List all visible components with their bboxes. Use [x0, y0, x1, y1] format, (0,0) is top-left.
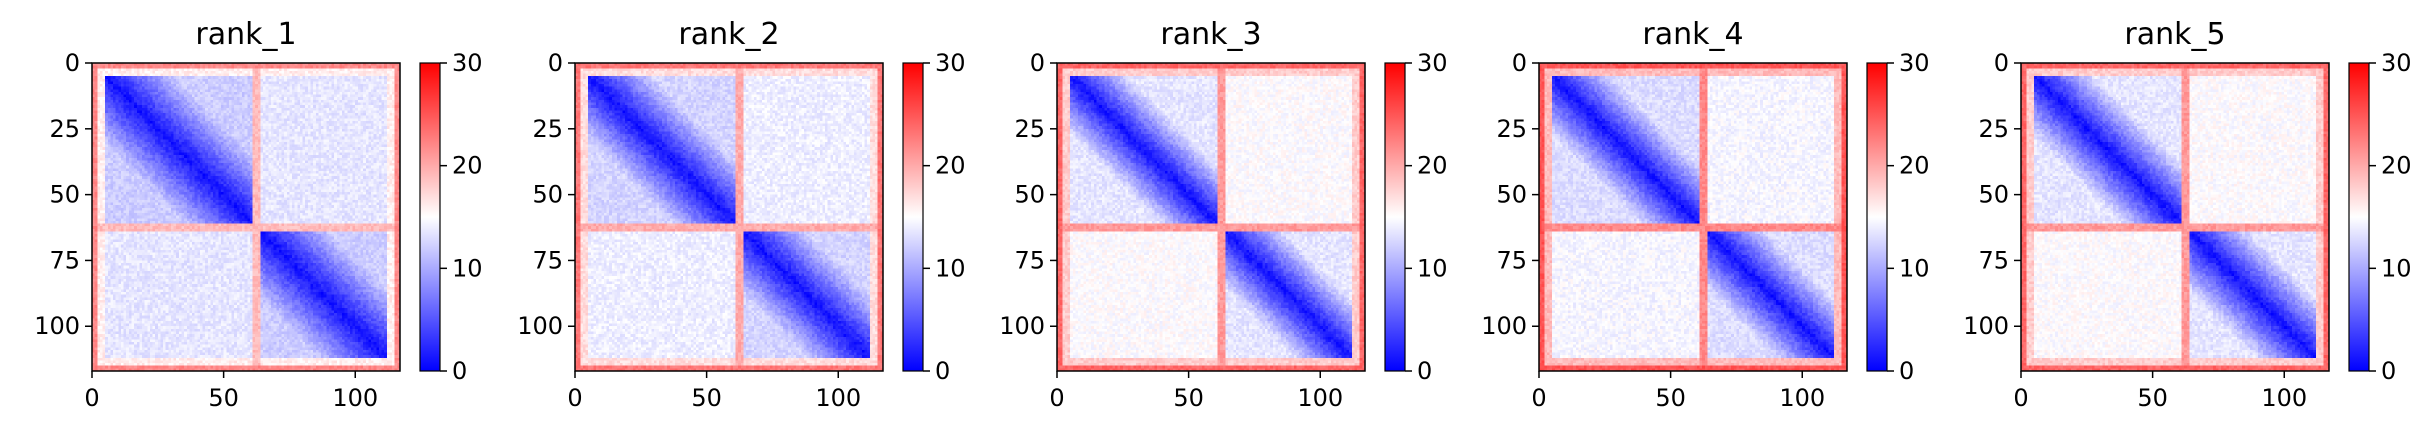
colorbar-tick-label: 20 [2381, 152, 2412, 180]
y-tick-label: 75 [49, 246, 80, 274]
x-tick-label: 100 [815, 384, 861, 412]
heatmap-frame [91, 62, 401, 372]
colorbar-tick-label: 20 [1899, 152, 1930, 180]
colorbar-tick-label: 30 [1417, 49, 1448, 77]
x-tick-label: 0 [84, 384, 99, 412]
heatmap-frame [1056, 62, 1366, 372]
x-tick-label: 100 [2261, 384, 2307, 412]
panel-title: rank_1 [195, 17, 296, 52]
colorbar-tick-label: 0 [1899, 357, 1914, 385]
colorbar [1384, 62, 1406, 372]
heatmap-panel-5: rank_5 0 25 50 75 100 0 50 100 0 10 20 30 [1963, 17, 2411, 412]
heatmap-frame [2020, 62, 2330, 372]
y-tick-label: 100 [517, 312, 563, 340]
colorbar-tick-label: 30 [452, 49, 483, 77]
y-tick-label: 25 [1978, 115, 2009, 143]
colorbar-tick-label: 10 [452, 254, 483, 282]
heatmap-image [1057, 63, 1365, 371]
colorbar-tick-label: 0 [452, 357, 467, 385]
y-tick-label: 75 [1978, 246, 2009, 274]
colorbar-tick-label: 0 [935, 357, 950, 385]
colorbar-tick-label: 30 [2381, 49, 2412, 77]
y-tick-label: 50 [532, 181, 563, 209]
x-tick-label: 100 [1297, 384, 1343, 412]
heatmap-panel-4: rank_4 0 25 50 75 100 0 50 100 0 10 20 30 [1481, 17, 1929, 412]
colorbar [902, 62, 924, 372]
colorbar-tick-label: 30 [1899, 49, 1930, 77]
y-tick-label: 25 [1496, 115, 1527, 143]
x-tick-label: 50 [1655, 384, 1686, 412]
panel-title: rank_2 [678, 17, 779, 52]
x-tick-label: 50 [2137, 384, 2168, 412]
heatmap-image [575, 63, 883, 371]
heatmap-panel-1: rank_1 0 25 50 75 100 0 50 100 0 10 20 30 [34, 17, 482, 412]
y-tick-label: 75 [1014, 246, 1045, 274]
y-tick-label: 75 [1496, 246, 1527, 274]
y-tick-label: 75 [532, 246, 563, 274]
x-tick-label: 100 [332, 384, 378, 412]
colorbar-tick-label: 0 [1417, 357, 1432, 385]
heatmap-panel-2: rank_2 0 25 50 75 100 0 50 100 0 10 20 30 [517, 17, 965, 412]
heatmap-image [2021, 63, 2329, 371]
colorbar-tick-label: 20 [452, 152, 483, 180]
colorbar-tick-label: 30 [935, 49, 966, 77]
x-tick-label: 0 [1531, 384, 1546, 412]
x-tick-label: 50 [1173, 384, 1204, 412]
heatmap-panel-3: rank_3 0 25 50 75 100 0 50 100 0 10 20 30 [999, 17, 1447, 412]
x-tick-label: 100 [1779, 384, 1825, 412]
y-tick-label: 0 [65, 49, 80, 77]
y-tick-label: 50 [49, 181, 80, 209]
y-tick-label: 50 [1978, 181, 2009, 209]
colorbar-tick-label: 10 [2381, 254, 2412, 282]
heatmap-frame [574, 62, 884, 372]
colorbar-tick-label: 10 [1899, 254, 1930, 282]
x-tick-label: 50 [691, 384, 722, 412]
y-tick-label: 50 [1496, 181, 1527, 209]
y-tick-label: 0 [1994, 49, 2009, 77]
y-tick-label: 100 [1963, 312, 2009, 340]
colorbar-tick-label: 10 [1417, 254, 1448, 282]
x-tick-label: 0 [2013, 384, 2028, 412]
heatmap-image [92, 63, 400, 371]
x-tick-label: 50 [208, 384, 239, 412]
heatmap-image [1539, 63, 1847, 371]
y-tick-label: 25 [1014, 115, 1045, 143]
y-tick-label: 100 [34, 312, 80, 340]
heatmap-frame [1538, 62, 1848, 372]
y-tick-label: 50 [1014, 181, 1045, 209]
y-tick-label: 25 [532, 115, 563, 143]
colorbar [419, 62, 441, 372]
y-tick-label: 100 [999, 312, 1045, 340]
x-tick-label: 0 [1049, 384, 1064, 412]
x-tick-label: 0 [567, 384, 582, 412]
panel-title: rank_4 [1642, 17, 1743, 52]
y-tick-label: 25 [49, 115, 80, 143]
colorbar [1866, 62, 1888, 372]
panel-title: rank_3 [1160, 17, 1261, 52]
panel-title: rank_5 [2124, 17, 2225, 52]
y-tick-label: 0 [1030, 49, 1045, 77]
colorbar-tick-label: 10 [935, 254, 966, 282]
y-tick-label: 0 [1512, 49, 1527, 77]
colorbar [2348, 62, 2370, 372]
y-tick-label: 0 [548, 49, 563, 77]
colorbar-tick-label: 20 [1417, 152, 1448, 180]
colorbar-tick-label: 0 [2381, 357, 2396, 385]
colorbar-tick-label: 20 [935, 152, 966, 180]
y-tick-label: 100 [1481, 312, 1527, 340]
